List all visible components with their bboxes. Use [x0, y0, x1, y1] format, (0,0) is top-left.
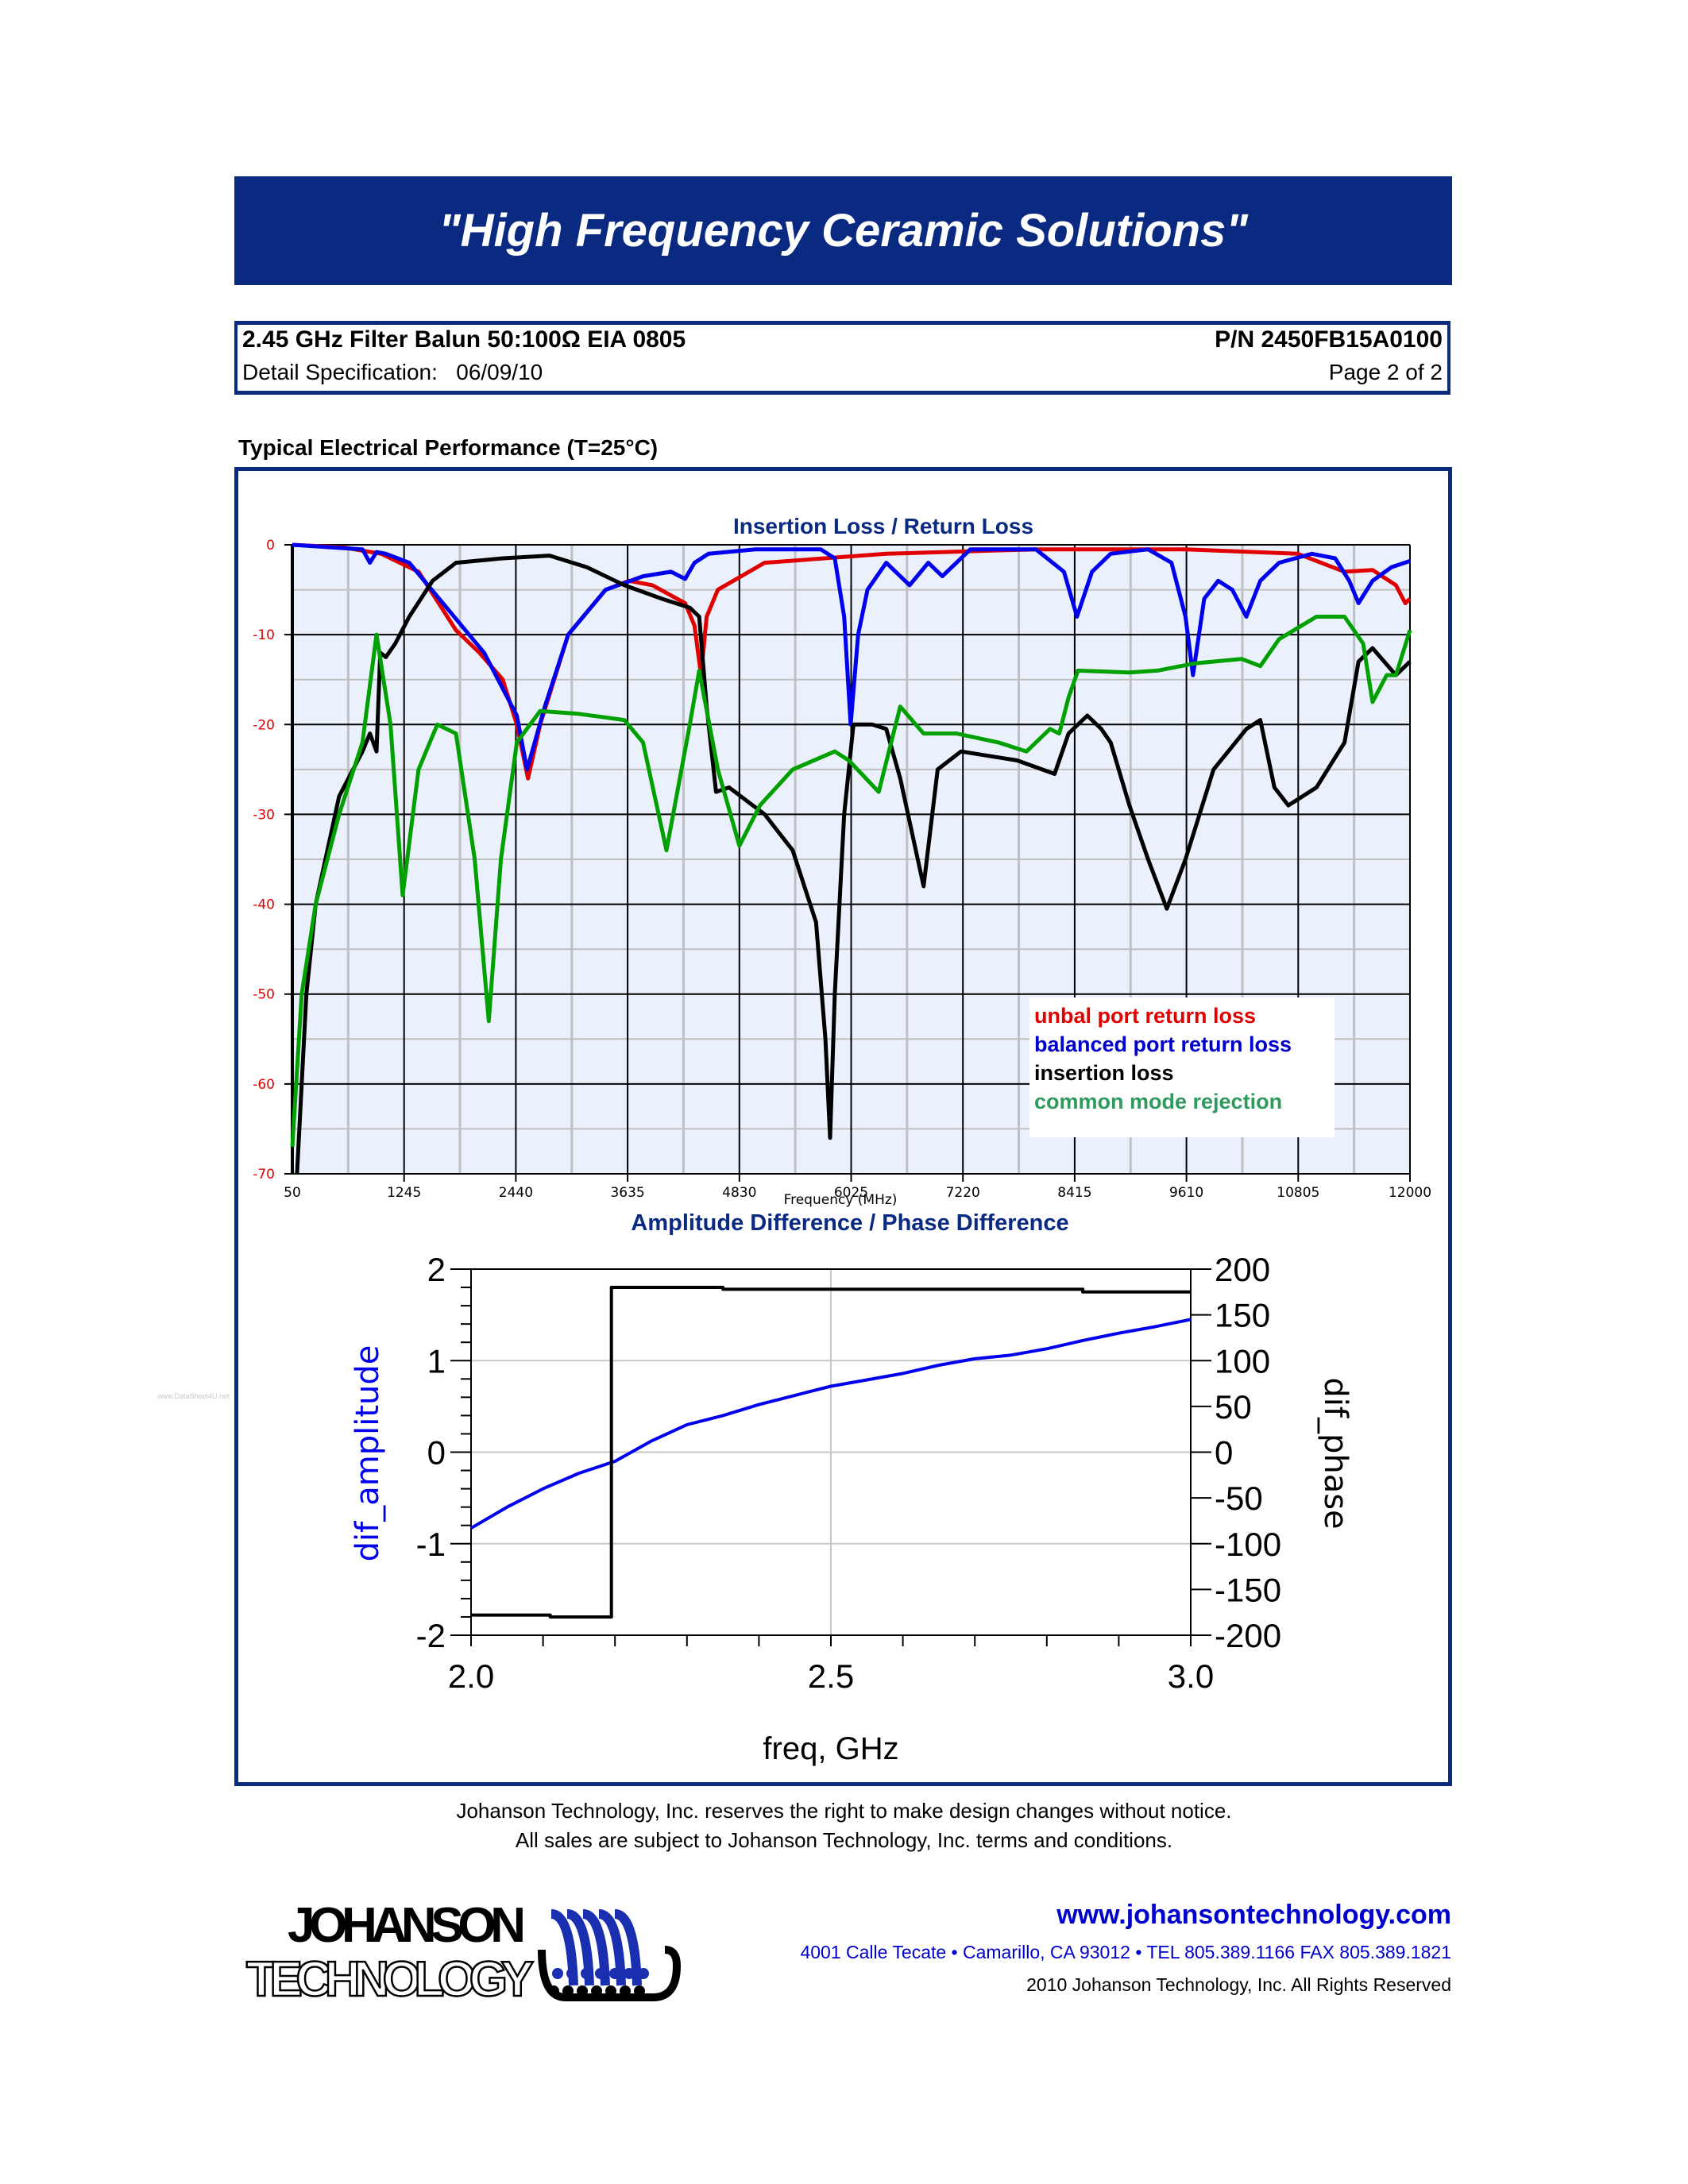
y-right-tick-label: 200	[1215, 1251, 1270, 1288]
amplitude-phase-chart: Amplitude Difference / Phase Difference …	[350, 1210, 1354, 1766]
y-right-tick-label: -50	[1215, 1480, 1263, 1517]
y-tick-label: -10	[253, 627, 275, 643]
chart2-title: Amplitude Difference / Phase Difference	[631, 1210, 1068, 1236]
x-tick-label: 2440	[499, 1185, 533, 1201]
x-tick-label: 12000	[1389, 1185, 1431, 1201]
y-tick-label: -50	[253, 987, 275, 1003]
insertion-return-loss-chart: Insertion Loss / Return Loss 0 -10 -20 -30 -…	[253, 514, 1431, 1208]
y-tick-label: -60	[253, 1077, 275, 1093]
disclaimer-line1: Johanson Technology, Inc. reserves the r…	[456, 1799, 1232, 1823]
x-tick-label: 3635	[610, 1185, 644, 1201]
y-right-tick-label: -100	[1215, 1526, 1281, 1563]
page-number: Page 2 of 2	[1328, 360, 1443, 384]
watermark: www.DataSheet4U.net	[157, 1392, 230, 1400]
chart1-x-axis: 50 1245 2440 3635 4830 6025 7220 8415 9610 10805 1…	[284, 1185, 1431, 1201]
x-tick-label: 9610	[1169, 1185, 1203, 1201]
chart2-axes: -2 -1 0 1 2 -200 -150 -100 -50 0 50 100 150 200 2.0 2.5…	[416, 1251, 1281, 1695]
legend-insertion: insertion loss	[1034, 1061, 1174, 1085]
chart2-y-label-right: dif_phase	[1317, 1377, 1354, 1529]
banner: "High Frequency Ceramic Solutions"	[234, 176, 1452, 285]
y-right-tick-label: 0	[1215, 1434, 1233, 1472]
company-address: 4001 Calle Tecate • Camarillo, CA 93012 …	[800, 1942, 1451, 1962]
disclaimer-line2: All sales are subject to Johanson Techno…	[515, 1828, 1173, 1852]
y-right-tick-label: 100	[1215, 1342, 1270, 1379]
chart2-grid	[471, 1269, 1191, 1635]
chart1-y-axis: 0 -10 -20 -30 -40 -50 -60 -70	[253, 538, 275, 1183]
y-tick-label: 0	[266, 538, 275, 554]
x-tick-label: 6025	[834, 1185, 868, 1201]
legend-unbal: unbal port return loss	[1034, 1004, 1256, 1028]
y-tick-label: -30	[253, 807, 275, 823]
chart1-series	[290, 542, 1412, 1175]
copyright: 2010 Johanson Technology, Inc. All Right…	[1026, 1974, 1451, 1995]
spec-date: Detail Specification: 06/09/10	[242, 360, 543, 384]
x-tick-label: 3.0	[1168, 1657, 1214, 1695]
ship-icon	[538, 1909, 682, 2001]
y-right-tick-label: 50	[1215, 1388, 1252, 1426]
series-line	[290, 615, 1412, 1148]
section-title: Typical Electrical Performance (T=25°C)	[238, 435, 659, 460]
y-left-tick-label: -2	[416, 1617, 446, 1654]
x-tick-label: 2.5	[808, 1657, 854, 1695]
chart1-x-label: Frequency (MHz)	[784, 1192, 898, 1208]
y-tick-label: -70	[253, 1167, 275, 1183]
product-title: 2.45 GHz Filter Balun 50:100Ω EIA 0805	[242, 326, 686, 353]
y-tick-label: -20	[253, 717, 275, 733]
y-right-tick-label: 150	[1215, 1297, 1270, 1334]
charts-frame	[234, 467, 1452, 1786]
chart1-title: Insertion Loss / Return Loss	[733, 514, 1033, 538]
x-tick-label: 50	[284, 1185, 301, 1201]
series-line	[292, 542, 1411, 772]
johanson-logo: JOHANSON TECHNOLOGY	[240, 1894, 732, 2008]
y-left-tick-label: -1	[416, 1526, 446, 1563]
disclaimer: Johanson Technology, Inc. reserves the r…	[0, 1796, 1688, 1855]
part-number: P/N 2450FB15A0100	[1215, 326, 1443, 353]
y-right-tick-label: -200	[1215, 1617, 1281, 1654]
y-left-tick-label: 1	[427, 1342, 446, 1379]
series-line	[471, 1286, 1191, 1619]
x-tick-label: 2.0	[448, 1657, 494, 1695]
x-tick-label: 8415	[1057, 1185, 1091, 1201]
chart2-y-label-left: dif_amplitude	[350, 1345, 386, 1562]
y-left-tick-label: 2	[427, 1251, 446, 1288]
y-tick-label: -40	[253, 897, 275, 913]
series-line	[469, 1318, 1192, 1530]
x-tick-label: 1245	[387, 1185, 421, 1201]
spec-header: 2.45 GHz Filter Balun 50:100Ω EIA 0805 P…	[234, 321, 1450, 395]
logo-text-line2: TECHNOLOGY	[246, 1952, 534, 2005]
x-tick-label: 7220	[946, 1185, 980, 1201]
y-left-tick-label: 0	[427, 1434, 446, 1472]
series-line	[292, 542, 1412, 781]
contact-block: www.johansontechnology.com 4001 Calle Te…	[800, 1900, 1451, 1996]
logo-text-line1: JOHANSON	[288, 1898, 526, 1953]
banner-title: "High Frequency Ceramic Solutions"	[438, 205, 1248, 257]
chart1-legend: unbal port return loss balanced port ret…	[1029, 997, 1335, 1137]
chart2-series	[469, 1286, 1192, 1619]
legend-balanced: balanced port return loss	[1034, 1032, 1292, 1056]
legend-cmr: common mode rejection	[1034, 1090, 1282, 1113]
y-right-tick-label: -150	[1215, 1571, 1281, 1608]
series-line	[295, 554, 1412, 1175]
x-tick-label: 10805	[1277, 1185, 1319, 1201]
x-tick-label: 4830	[722, 1185, 756, 1201]
chart2-x-label: freq, GHz	[763, 1731, 898, 1766]
website-link[interactable]: www.johansontechnology.com	[1056, 1900, 1451, 1930]
